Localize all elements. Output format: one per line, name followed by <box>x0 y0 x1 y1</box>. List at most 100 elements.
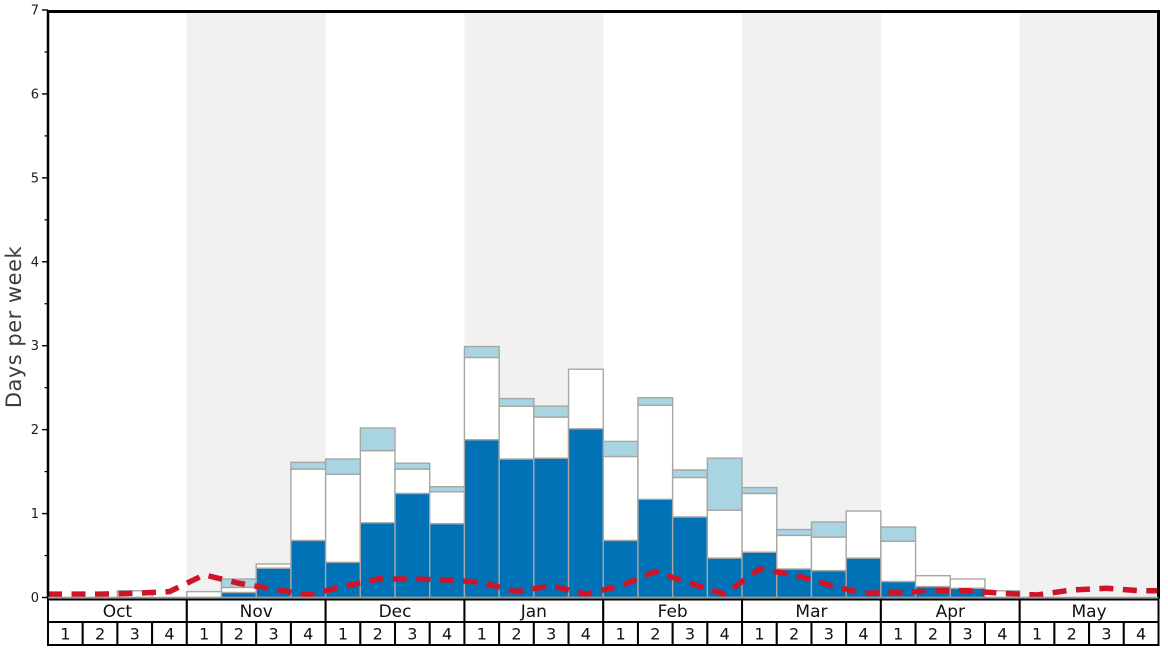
bar-segment-white <box>429 491 466 525</box>
bar-segment-light <box>602 440 639 458</box>
week-number-label: 4 <box>1136 625 1146 644</box>
bar-segment-white <box>394 468 431 495</box>
y-tick-label: 0 <box>31 591 39 606</box>
bar-segment-white <box>463 356 500 441</box>
bar-segment-dark <box>429 522 466 599</box>
bar-segment-white <box>359 449 396 524</box>
bar-segment-dark <box>220 591 257 599</box>
bar-segment-white <box>567 368 604 430</box>
week-number-label: 1 <box>477 625 487 644</box>
bar-segment-light <box>498 397 535 407</box>
bar-segment-white <box>949 578 986 589</box>
week-number-label: 4 <box>164 625 174 644</box>
bar-segment-white <box>880 540 917 583</box>
y-tick-label: 6 <box>31 87 39 102</box>
bar-segment-white <box>255 563 292 569</box>
bar-segment-white <box>186 590 223 599</box>
red-dashed-line <box>48 566 1159 598</box>
bar-segment-white <box>290 468 327 542</box>
bar-segment-white <box>533 416 570 459</box>
bar-segment-white <box>845 510 882 559</box>
bar-segment-light <box>741 486 778 495</box>
bar-segment-white <box>776 534 813 570</box>
week-number-label: 1 <box>338 625 348 644</box>
bar-segment-dark <box>567 428 604 599</box>
week-number-label: 1 <box>754 625 764 644</box>
week-number-label: 1 <box>893 625 903 644</box>
bar-segment-white <box>602 455 639 542</box>
bar-segment-light <box>671 469 709 479</box>
week-number-label: 2 <box>650 625 660 644</box>
month-label: Apr <box>936 602 965 622</box>
week-number-label: 2 <box>1067 625 1077 644</box>
y-axis-title: Days per week <box>2 245 26 409</box>
week-number-label: 2 <box>95 625 105 644</box>
week-number-label: 4 <box>581 625 591 644</box>
week-number-label: 3 <box>546 625 556 644</box>
bar-segment-white <box>741 492 778 553</box>
y-tick-label: 1 <box>31 507 39 522</box>
week-number-label: 2 <box>789 625 799 644</box>
month-label: Mar <box>795 602 827 622</box>
week-number-label: 4 <box>997 625 1007 644</box>
y-tick-label: 5 <box>31 171 39 186</box>
week-number-label: 4 <box>442 625 452 644</box>
bar-segment-dark <box>637 498 674 599</box>
y-tick-label: 3 <box>31 339 39 354</box>
bar-segment-white <box>498 405 535 460</box>
month-label: Nov <box>240 602 273 622</box>
bar-segment-light <box>706 457 743 511</box>
month-shaded-band <box>1019 10 1159 598</box>
week-number-label: 3 <box>824 625 834 644</box>
week-cell <box>1122 621 1160 646</box>
bar-segment-dark <box>463 439 500 599</box>
week-number-label: 1 <box>616 625 626 644</box>
y-tick-label: 7 <box>31 4 39 19</box>
bar-segment-white <box>810 536 847 572</box>
month-label: Feb <box>658 602 688 622</box>
week-number-label: 1 <box>199 625 209 644</box>
week-number-label: 3 <box>963 625 973 644</box>
bar-segment-light <box>429 486 466 493</box>
week-number-label: 2 <box>511 625 521 644</box>
bar-segment-dark <box>290 539 327 599</box>
y-tick-label: 4 <box>31 255 39 270</box>
bar-segment-white <box>220 586 257 594</box>
week-number-label: 4 <box>858 625 868 644</box>
month-label: May <box>1072 602 1107 622</box>
bar-segment-dark <box>533 457 570 599</box>
week-number-label: 3 <box>407 625 417 644</box>
month-label: Jan <box>520 602 547 622</box>
bar-segment-white <box>706 509 743 559</box>
bar-segment-light <box>637 397 674 407</box>
bar-segment-light <box>359 427 396 452</box>
bar-segment-light <box>810 521 847 538</box>
bar-segment-dark <box>741 551 778 599</box>
week-number-label: 1 <box>60 625 70 644</box>
bar-segment-light <box>463 345 500 359</box>
week-number-label: 3 <box>1101 625 1111 644</box>
bar-segment-light <box>290 461 327 470</box>
bar-segment-dark <box>359 522 396 599</box>
week-number-label: 4 <box>720 625 730 644</box>
bar-segment-light <box>533 405 570 418</box>
bar-segment-light <box>324 458 362 475</box>
week-number-label: 4 <box>303 625 313 644</box>
bar-segment-light <box>776 528 813 537</box>
bar-segment-white <box>637 404 674 501</box>
week-number-label: 2 <box>928 625 938 644</box>
week-number-label: 3 <box>685 625 695 644</box>
week-number-label: 2 <box>234 625 244 644</box>
bar-segment-white <box>914 574 951 588</box>
month-label: Oct <box>103 602 133 622</box>
week-number-label: 1 <box>1032 625 1042 644</box>
month-label: Dec <box>379 602 412 622</box>
bar-segment-white <box>671 476 709 518</box>
bar-segment-light <box>880 526 917 542</box>
y-tick-label: 2 <box>31 423 39 438</box>
bar-segment-white <box>324 473 362 563</box>
week-number-label: 2 <box>373 625 383 644</box>
bar-segment-dark <box>498 458 535 599</box>
